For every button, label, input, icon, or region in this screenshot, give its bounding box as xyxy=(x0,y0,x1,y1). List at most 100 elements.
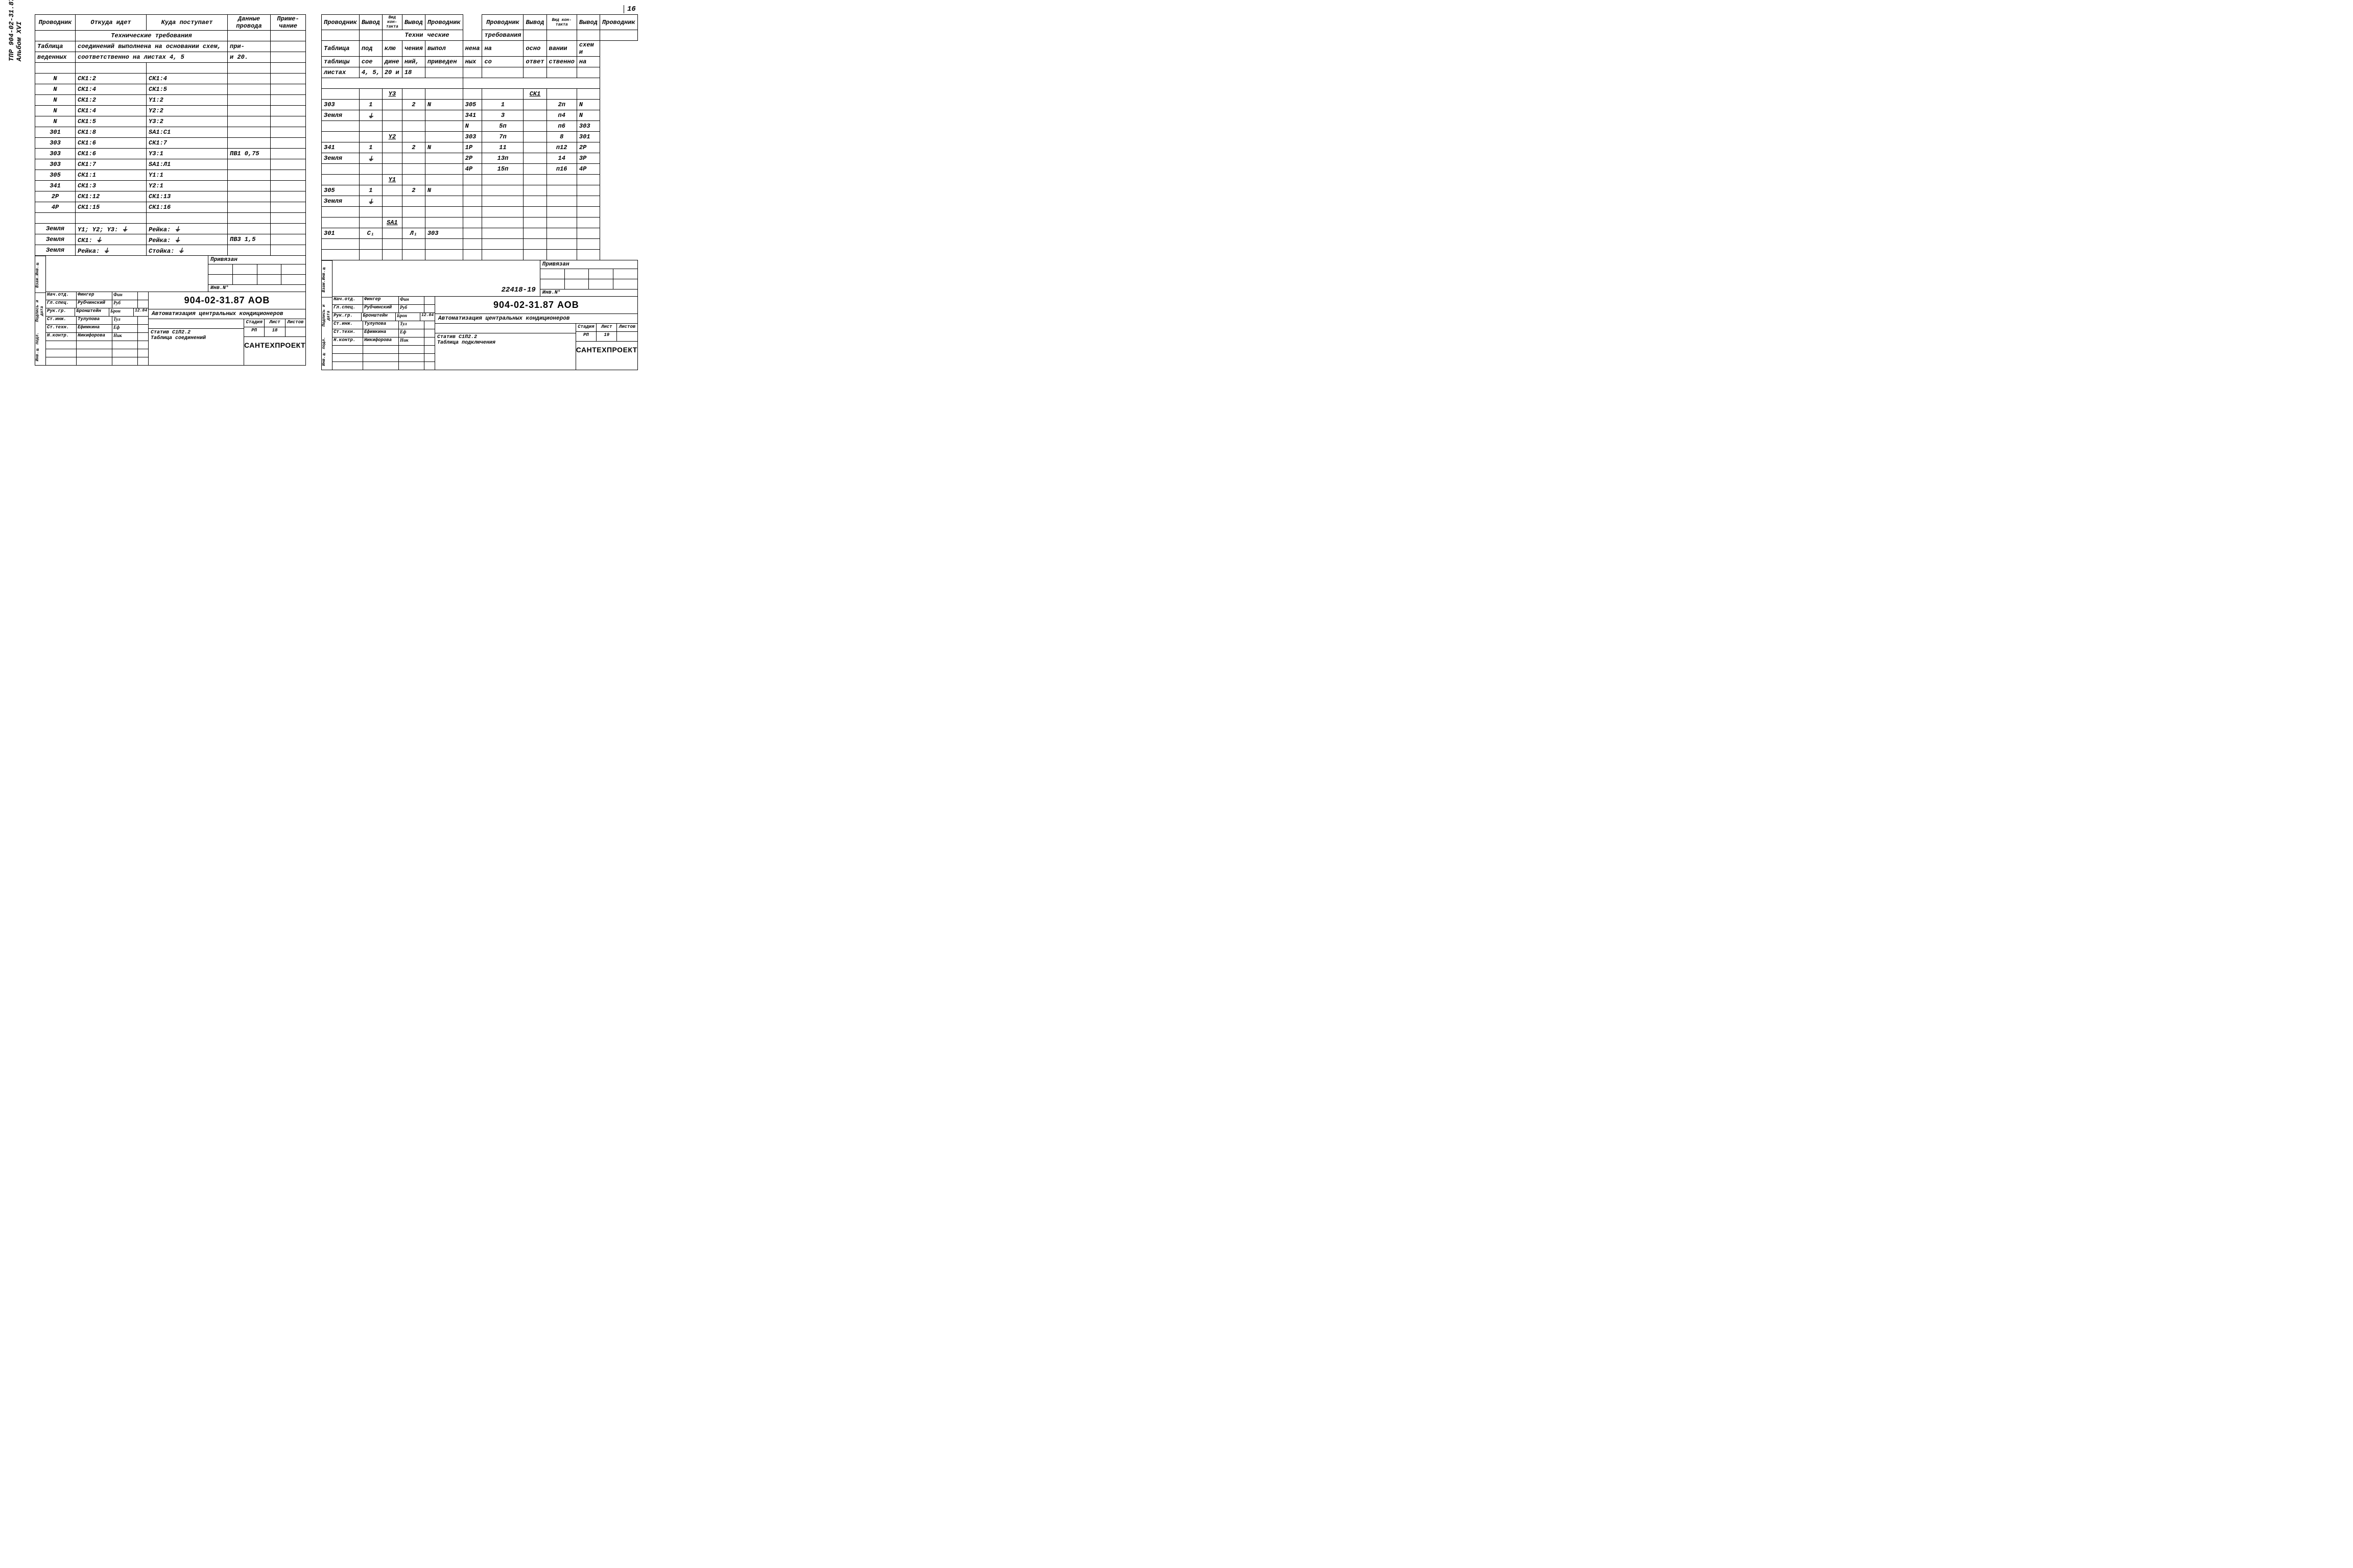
table-cell xyxy=(425,218,463,228)
table-cell: СК1:6 xyxy=(76,138,147,149)
hdr: Вывод xyxy=(359,15,382,30)
stage-hdr: Стадия xyxy=(244,319,265,327)
table-cell xyxy=(322,121,360,132)
group-header: Y2 xyxy=(382,132,402,142)
signature-row: Нач.отд.ФингерФин xyxy=(332,297,435,305)
sig-role: Ст.инж. xyxy=(46,317,77,324)
req-cell: нена xyxy=(463,41,482,57)
table-cell xyxy=(382,239,402,250)
table-cell xyxy=(35,213,76,224)
req-cell: схем и xyxy=(577,41,600,57)
vertical-doc-label: ТПР 904-02-31.87 Альбом XVI xyxy=(8,0,23,61)
req-cell: 20 и xyxy=(382,67,402,78)
table-cell: 341 xyxy=(322,142,360,153)
sheet-val: 18 xyxy=(265,327,285,336)
sig-role: Ст.инж. xyxy=(332,321,363,329)
table-cell xyxy=(382,196,402,207)
table-cell xyxy=(402,153,425,164)
table-cell xyxy=(382,100,402,110)
table-cell: 303 xyxy=(463,132,482,142)
sig-date xyxy=(138,292,148,300)
table-cell xyxy=(524,132,546,142)
table-cell xyxy=(271,202,306,213)
signature-row: Н.контр.НикифороваНик xyxy=(46,333,148,341)
table-cell xyxy=(577,185,600,196)
table-cell xyxy=(322,89,360,100)
table-cell xyxy=(228,181,271,191)
table-cell xyxy=(322,239,360,250)
table-cell: Земля xyxy=(322,196,360,207)
req-cell: сое xyxy=(359,57,382,67)
connections-table: Проводник Откуда идет Куда поступает Дан… xyxy=(35,14,306,256)
sheets-hdr: Листов xyxy=(286,319,305,327)
hdr-provodnik: Проводник xyxy=(35,15,76,31)
table-cell xyxy=(228,84,271,95)
table-cell xyxy=(271,170,306,181)
table-cell xyxy=(322,218,360,228)
table-cell: ⏚ xyxy=(359,110,382,121)
inv-no-label: Инв.N° xyxy=(540,289,637,296)
table-cell: ПВ3 1,5 xyxy=(228,234,271,245)
table-cell: 341 xyxy=(463,110,482,121)
table-cell xyxy=(402,132,425,142)
req-cell: Таблица xyxy=(322,41,360,57)
table-cell xyxy=(402,89,425,100)
table-cell xyxy=(359,121,382,132)
table-cell xyxy=(402,121,425,132)
table-cell: Земля xyxy=(35,234,76,245)
table-cell: C₁ xyxy=(359,228,382,239)
sig-role: Гл.спец. xyxy=(46,300,77,308)
table-cell: Рейка: ⏚ xyxy=(76,245,147,256)
sig-signature: Ник xyxy=(399,337,424,345)
side-strip: Взам.Инв.№ Подпись и дата Инв.№ подл. xyxy=(322,260,332,370)
req-cell: ческие xyxy=(425,30,463,41)
sig-name: Фингер xyxy=(363,297,399,304)
sig-signature: Фин xyxy=(399,297,424,304)
table-cell: N xyxy=(35,95,76,106)
table-cell: 8 xyxy=(546,132,577,142)
table-cell xyxy=(577,250,600,260)
table-cell xyxy=(425,207,463,218)
tech-req-title: Технические требования xyxy=(76,31,228,41)
table-cell xyxy=(546,228,577,239)
table-cell xyxy=(425,175,463,185)
table-cell: N xyxy=(425,100,463,110)
table-cell xyxy=(463,218,482,228)
table-cell: 1Р xyxy=(463,142,482,153)
table-cell xyxy=(524,142,546,153)
sig-signature: Тул xyxy=(112,317,138,324)
req-cell: 4, 5, xyxy=(359,67,382,78)
signature-row: Гл.спец.РубчинскийРуб xyxy=(332,305,435,313)
table-cell xyxy=(322,132,360,142)
table-cell xyxy=(228,116,271,127)
privyazan-label: Привязан xyxy=(540,260,637,269)
table-cell xyxy=(228,95,271,106)
req-cell: приведен xyxy=(425,57,463,67)
req-cell: клю xyxy=(382,41,402,57)
document-number: 904-02-31.87 АОВ xyxy=(435,297,637,314)
sheets-val xyxy=(286,327,305,336)
table-cell xyxy=(425,153,463,164)
table-cell: Земля xyxy=(322,153,360,164)
side-label: Взам.Инв.№ xyxy=(35,256,45,293)
table-cell: ⏚ xyxy=(359,196,382,207)
table-cell xyxy=(271,159,306,170)
table-cell: 305 xyxy=(322,185,360,196)
req-cell: на xyxy=(577,57,600,67)
table-cell xyxy=(382,250,402,260)
sig-name: Никифорова xyxy=(77,333,112,341)
table-cell: N xyxy=(577,110,600,121)
table-cell xyxy=(482,218,524,228)
table-cell: 3Р xyxy=(577,153,600,164)
table-cell xyxy=(271,138,306,149)
sig-name: Фингер xyxy=(77,292,112,300)
sheets-val xyxy=(617,332,637,341)
table-cell xyxy=(271,95,306,106)
table-cell xyxy=(271,245,306,256)
hdr-note: Приме-чание xyxy=(271,15,306,31)
sig-date xyxy=(138,333,148,341)
req-cell xyxy=(482,67,524,78)
sheets-hdr: Листов xyxy=(617,324,637,331)
table-cell xyxy=(425,121,463,132)
table-cell: Стойка: ⏚ xyxy=(147,245,228,256)
